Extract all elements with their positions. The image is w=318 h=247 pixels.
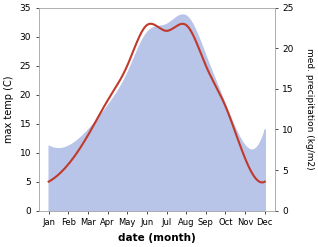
X-axis label: date (month): date (month) [118,233,196,243]
Y-axis label: max temp (C): max temp (C) [4,75,14,143]
Y-axis label: med. precipitation (kg/m2): med. precipitation (kg/m2) [305,48,314,170]
